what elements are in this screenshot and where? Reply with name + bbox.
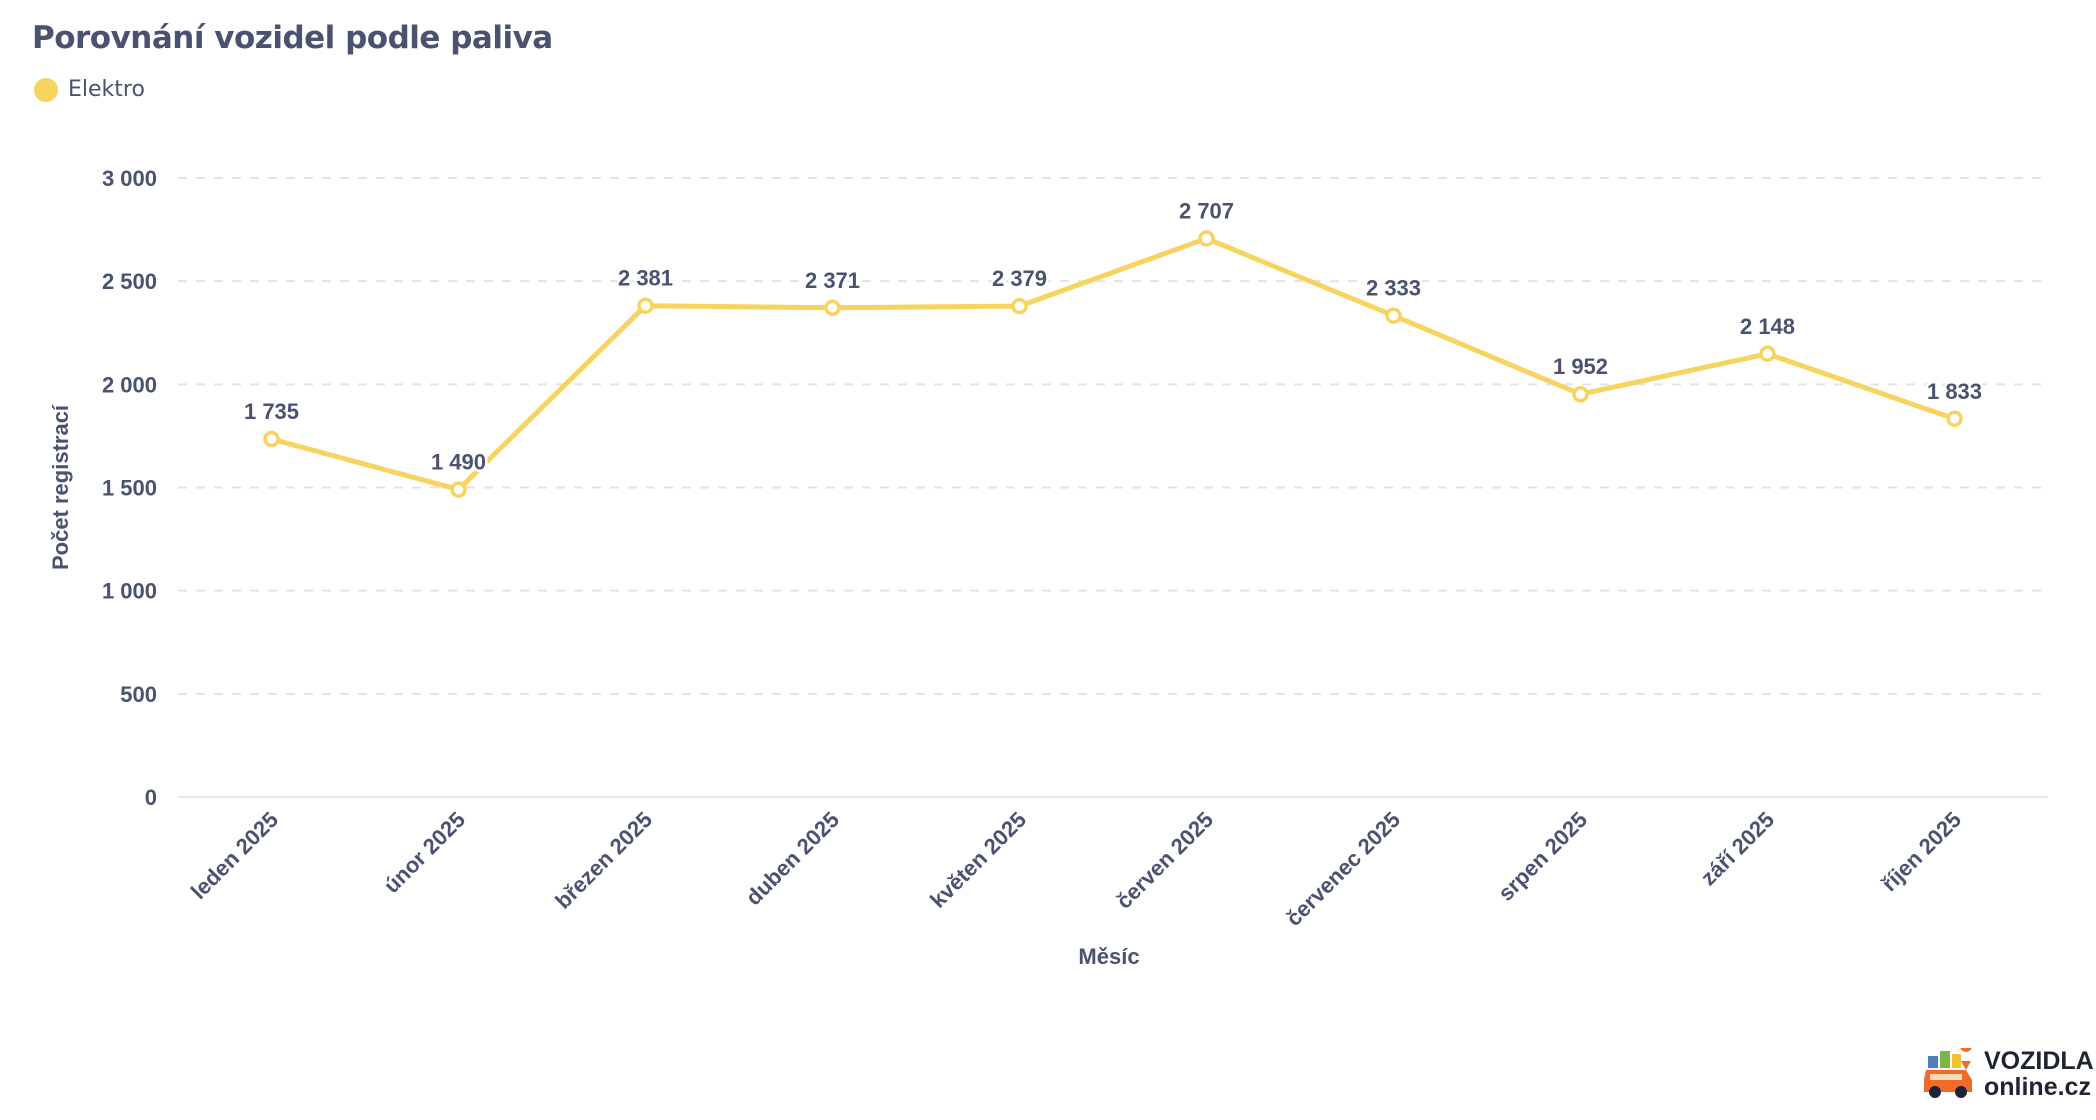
data-point: [1572, 385, 1589, 403]
data-point: [450, 481, 467, 498]
data-point: [1759, 345, 1776, 363]
data-label: 1 833: [1927, 379, 1982, 404]
car-logo-icon: [1924, 1048, 1972, 1098]
vozidla-online-logo[interactable]: VOZIDLA online.cz: [1920, 1048, 2094, 1100]
data-label: 1 735: [244, 399, 299, 424]
x-tick-label: květen 2025: [925, 807, 1031, 913]
x-tick-label: duben 2025: [741, 807, 844, 910]
data-point: [1946, 410, 1963, 428]
x-tick-label: září 2025: [1696, 807, 1779, 890]
data-label: 1 490: [431, 450, 486, 475]
x-axis-title: Měsíc: [1078, 944, 1139, 969]
x-tick-label: únor 2025: [379, 807, 470, 898]
data-label: 1 952: [1553, 354, 1608, 379]
data-point: [263, 430, 280, 448]
x-tick-label: leden 2025: [186, 807, 283, 904]
y-tick-label: 500: [120, 682, 157, 707]
data-label: 2 381: [618, 266, 673, 291]
legend-item-elektro[interactable]: Elektro: [34, 77, 145, 102]
logo-text: VOZIDLA online.cz: [1984, 1048, 2094, 1100]
data-point: [824, 299, 841, 317]
logo-line-2: online.cz: [1984, 1073, 2091, 1101]
chart-title: Porovnání vozidel podle paliva: [32, 20, 553, 56]
x-tick-label: srpen 2025: [1493, 807, 1592, 906]
y-axis-title: Počet registrací: [48, 404, 73, 570]
legend-marker: [34, 77, 58, 102]
data-label: 2 371: [805, 268, 860, 293]
x-tick-label: červen 2025: [1111, 807, 1218, 914]
y-tick-label: 0: [145, 785, 157, 810]
y-tick-label: 2 500: [102, 269, 157, 294]
x-tick-label: říjen 2025: [1877, 807, 1966, 896]
legend-label: Elektro: [68, 77, 145, 102]
logo-line-1: VOZIDLA: [1984, 1047, 2094, 1075]
series-line-elektro: [269, 235, 1957, 493]
data-point: [1011, 297, 1028, 315]
data-label: 2 148: [1740, 314, 1795, 339]
data-label: 2 333: [1366, 276, 1421, 301]
data-point: [1198, 230, 1215, 247]
x-tick-label: březen 2025: [550, 807, 657, 914]
data-label: 2 379: [992, 266, 1047, 291]
y-tick-label: 1 000: [102, 579, 157, 604]
y-tick-label: 2 000: [102, 372, 157, 397]
x-tick-label: červenec 2025: [1281, 807, 1405, 931]
data-point: [1385, 307, 1402, 324]
y-tick-label: 3 000: [102, 166, 157, 191]
data-label: 2 707: [1179, 198, 1234, 223]
y-tick-label: 1 500: [102, 476, 157, 501]
data-point: [637, 297, 654, 314]
